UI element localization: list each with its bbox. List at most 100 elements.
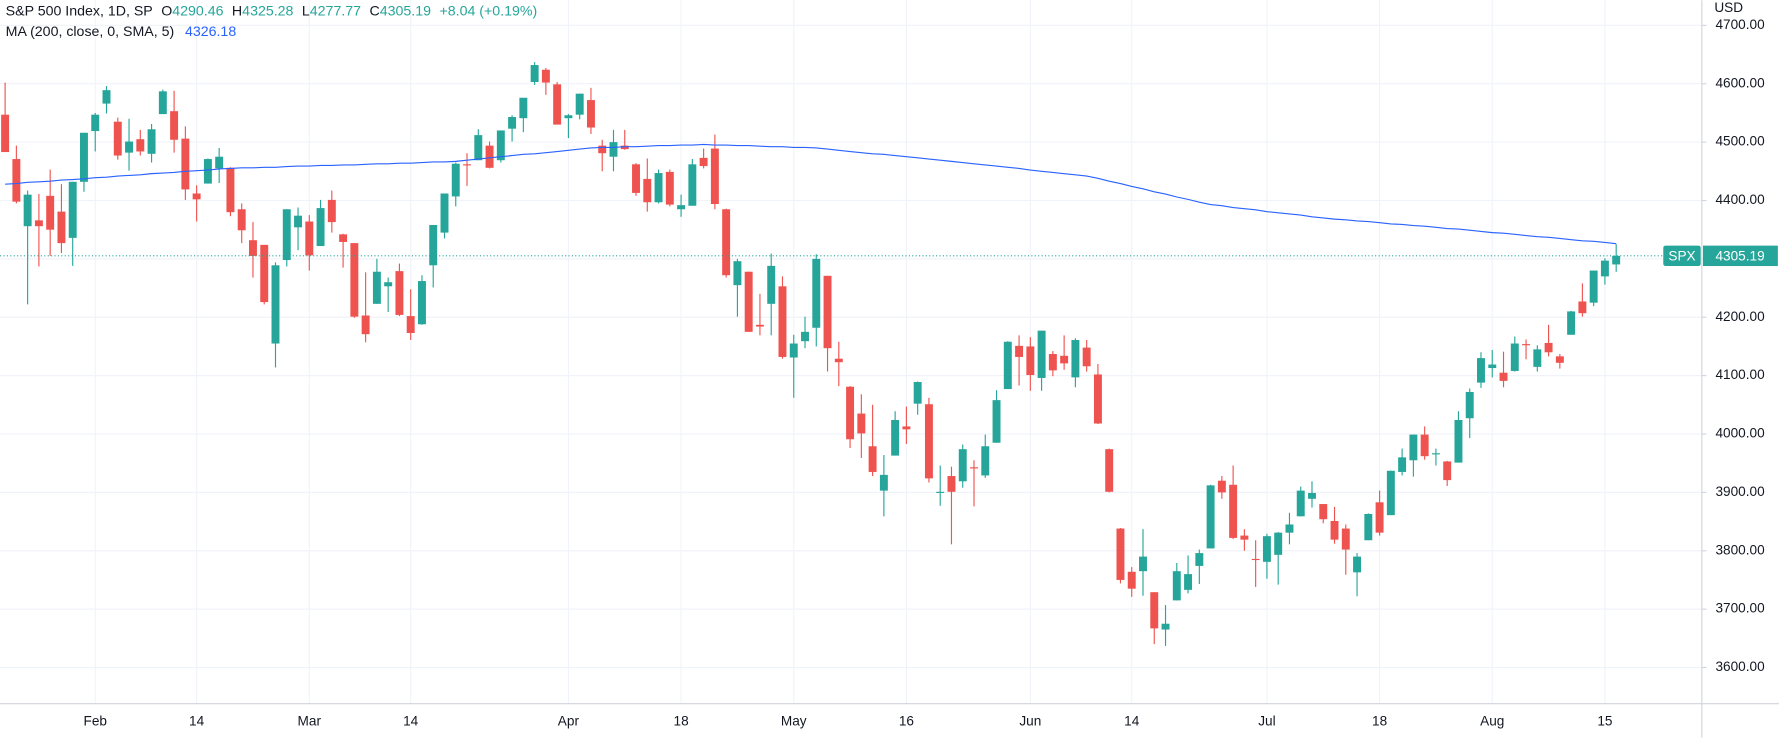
candle-body xyxy=(1499,372,1508,381)
candle-body xyxy=(1319,504,1328,520)
candle-body xyxy=(1003,341,1012,390)
candle-body xyxy=(958,449,967,482)
candle-body xyxy=(1116,528,1125,580)
candle-body xyxy=(643,178,652,203)
ohlc-key: H xyxy=(232,3,242,19)
candle-body xyxy=(79,132,88,182)
x-tick-label: Jun xyxy=(1019,713,1041,728)
candle-body xyxy=(417,281,426,325)
candle-body xyxy=(1195,553,1204,566)
price-box xyxy=(1702,245,1778,267)
candle-body xyxy=(1477,358,1485,383)
x-tick-label: 14 xyxy=(189,713,205,728)
candle-body xyxy=(1240,535,1249,540)
ma-name: MA (200, close, 0, SMA, 5) xyxy=(6,24,175,40)
candle-body xyxy=(463,164,471,166)
candle-body xyxy=(812,258,821,328)
x-tick-label: Aug xyxy=(1480,713,1504,728)
candle-body xyxy=(215,156,224,169)
candle-body xyxy=(395,271,404,315)
candle-body xyxy=(834,358,843,363)
candle-body xyxy=(801,331,809,342)
candle-body xyxy=(1082,347,1091,367)
candle-body xyxy=(1431,453,1440,455)
candle-body xyxy=(1544,342,1553,353)
candle-body xyxy=(136,139,145,152)
y-tick-label: 4200.00 xyxy=(1715,309,1765,324)
candle-body xyxy=(1093,374,1102,424)
candle-body xyxy=(823,275,832,349)
candle-body xyxy=(237,209,246,231)
y-tick-label: 4600.00 xyxy=(1715,75,1765,90)
candle-body xyxy=(1015,345,1024,357)
candle-body xyxy=(1150,592,1159,629)
candle-body xyxy=(316,208,325,247)
candle-body xyxy=(688,164,697,206)
candle-body xyxy=(970,467,978,469)
candle-body xyxy=(1172,571,1181,601)
candle-body xyxy=(1037,330,1046,378)
candle-body xyxy=(1105,449,1114,492)
candle-body xyxy=(575,93,584,115)
candle-body xyxy=(1465,391,1474,419)
candle-body xyxy=(1026,346,1035,376)
candle-body xyxy=(282,209,291,261)
candle-body xyxy=(1409,434,1418,461)
candle-body xyxy=(34,220,43,227)
candle-body xyxy=(519,97,528,119)
candle-body xyxy=(1567,311,1576,335)
candle-body xyxy=(778,286,787,357)
ma-value: 4326.18 xyxy=(185,24,236,40)
candle-body xyxy=(981,446,990,476)
candle-body xyxy=(1364,513,1373,541)
candle-body xyxy=(609,142,618,157)
candle-body xyxy=(530,65,539,82)
candle-body xyxy=(789,343,798,358)
candle-body xyxy=(305,221,314,256)
candle-body xyxy=(1285,524,1294,533)
candle-body xyxy=(586,100,595,128)
ohlc-key: C xyxy=(370,3,380,19)
candle-body xyxy=(271,265,280,344)
candle-body xyxy=(361,315,370,335)
x-tick-label: 18 xyxy=(1372,713,1387,728)
candle-body xyxy=(339,234,348,242)
x-tick-label: 18 xyxy=(674,713,689,728)
x-tick-label: May xyxy=(781,713,807,728)
candle-body xyxy=(936,491,945,493)
ohlc-value: 4277.77 xyxy=(310,3,361,19)
candle-body xyxy=(248,240,257,256)
candle-body xyxy=(1420,434,1429,457)
candle-body xyxy=(113,121,122,156)
candle-body xyxy=(1330,520,1339,540)
candle-body xyxy=(891,419,900,456)
candle-body xyxy=(1229,484,1238,538)
candle-body xyxy=(192,193,201,200)
candle-body xyxy=(1341,528,1350,550)
ohlc-key: L xyxy=(302,3,310,19)
candle-body xyxy=(1578,301,1587,314)
y-tick-label: 4400.00 xyxy=(1715,192,1765,207)
symbol-box xyxy=(1663,245,1701,267)
candle-body xyxy=(767,265,776,304)
candle-body xyxy=(496,130,505,161)
candle-body xyxy=(564,115,573,119)
grid xyxy=(0,0,1702,704)
candle-body xyxy=(260,244,269,303)
candle-body xyxy=(1,114,10,153)
candle-body xyxy=(1375,502,1384,533)
chart-title: S&P 500 Index, 1D, SP xyxy=(6,3,153,19)
y-tick-label: 4500.00 xyxy=(1715,134,1765,149)
candle-body xyxy=(879,474,888,491)
candle-body xyxy=(158,91,167,115)
candle-body xyxy=(226,167,235,213)
legend-main: S&P 500 Index, 1D, SP O4290.46 H4325.28 … xyxy=(6,3,538,19)
candle-body xyxy=(1274,532,1283,555)
candle-body xyxy=(1308,492,1316,499)
candle-body xyxy=(68,181,77,238)
change: +8.04 (+0.19%) xyxy=(439,3,537,19)
candle-body xyxy=(125,141,134,153)
candle-body xyxy=(1139,556,1147,572)
candle-body xyxy=(677,205,686,210)
candle-body xyxy=(947,476,956,492)
